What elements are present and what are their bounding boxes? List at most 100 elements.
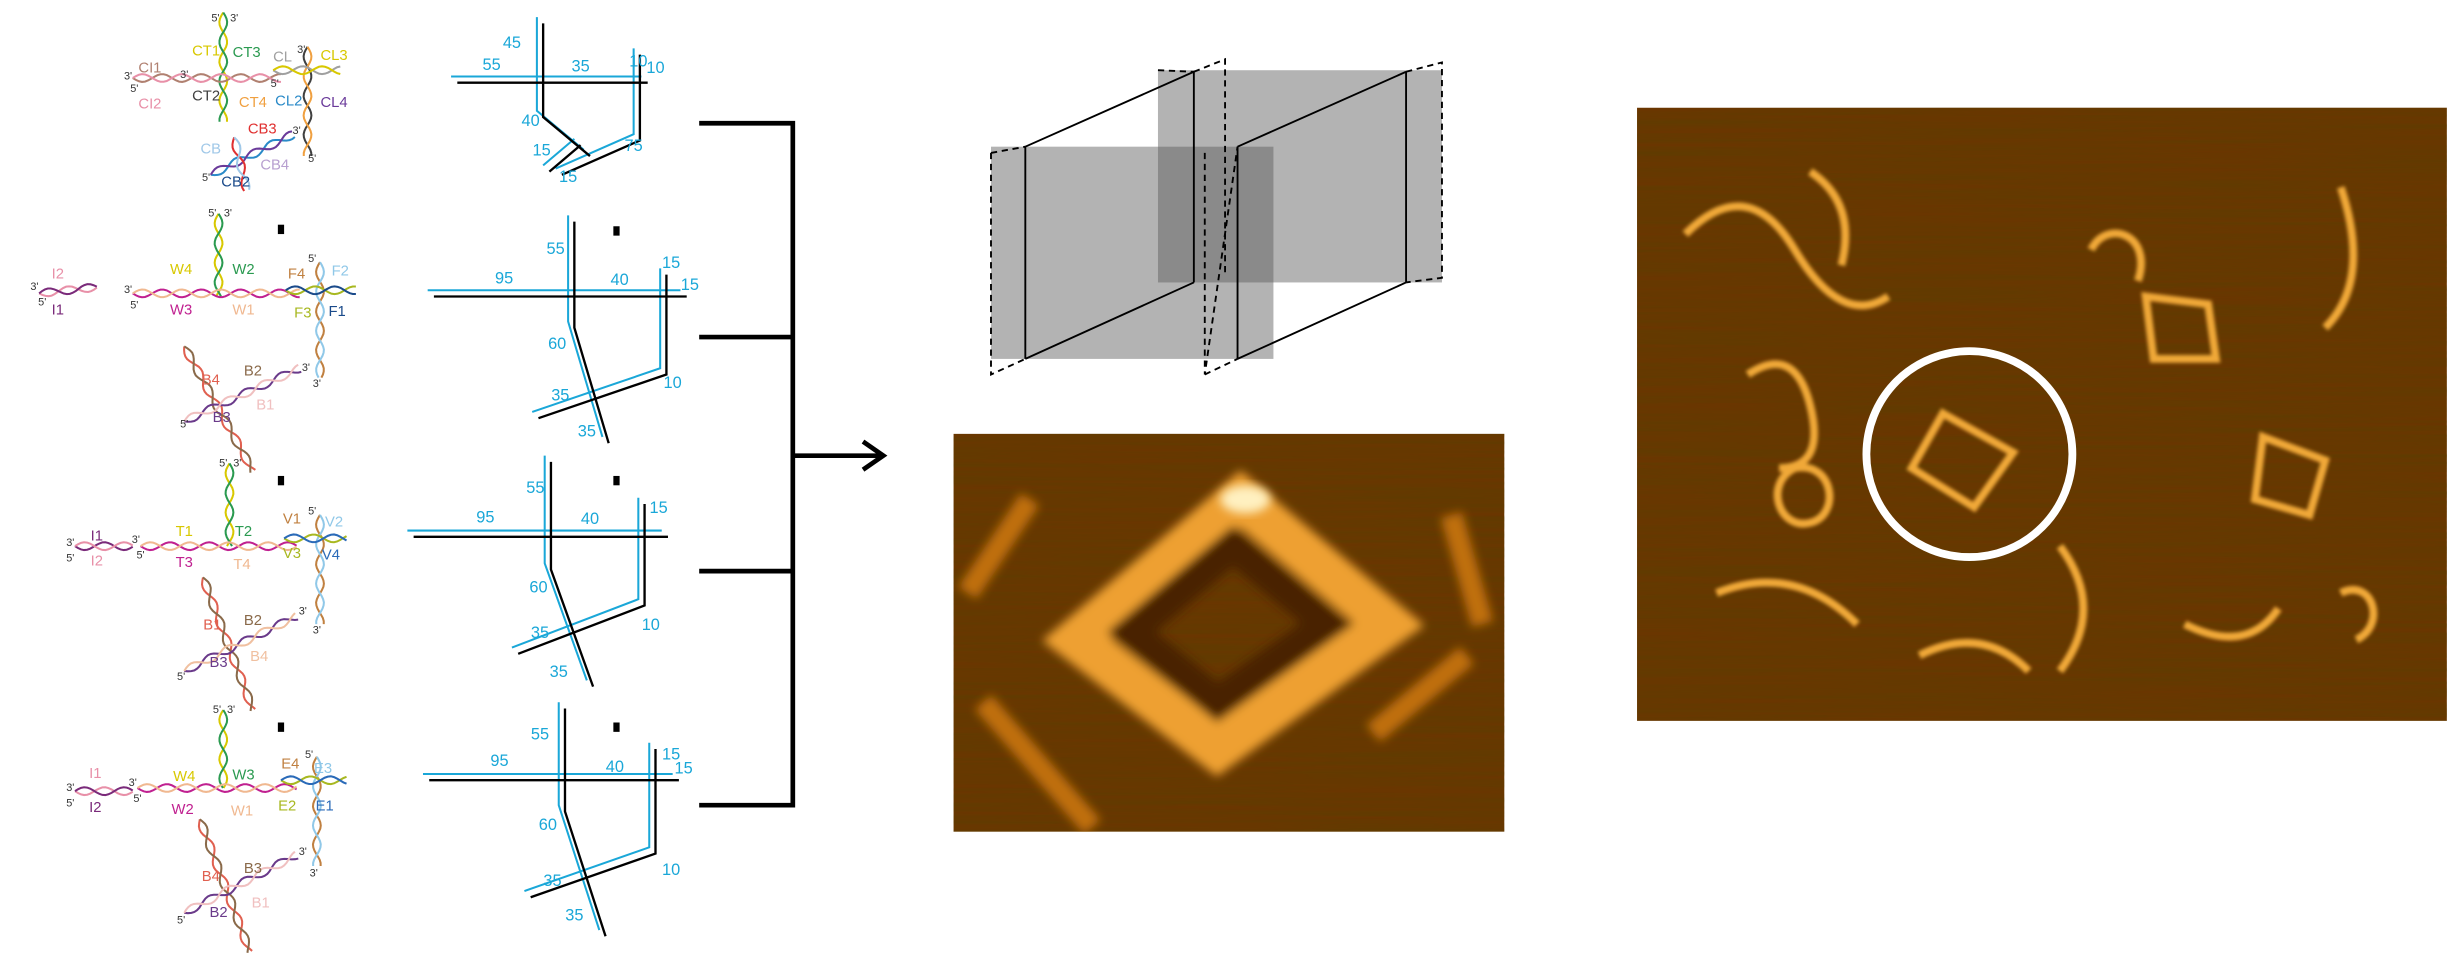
strand-end: 3' (293, 125, 301, 137)
strand-label: CL2 (275, 93, 302, 109)
strand-end: 5' (177, 671, 185, 683)
strand-label: B1 (252, 895, 270, 911)
strand-label: B4 (202, 373, 220, 389)
strand-end: 3' (224, 208, 232, 220)
length-label: 75 (625, 137, 643, 155)
strand-label: F4 (288, 267, 305, 283)
length-label: 35 (543, 872, 561, 890)
schematic (457, 23, 647, 174)
strand-label: I1 (52, 302, 64, 318)
strand-label: T2 (235, 524, 252, 540)
length-label: 55 (531, 725, 549, 743)
strand-end: 5' (202, 172, 210, 184)
strand-label: CI2 (138, 96, 161, 112)
length-label: 45 (503, 34, 521, 52)
strand-end: 3' (180, 69, 188, 81)
strand-end: 3' (313, 378, 321, 390)
strand-label: CT4 (239, 95, 267, 111)
strand-label: F2 (332, 263, 349, 279)
strand-end: 3' (310, 868, 318, 880)
strand-label: I2 (89, 800, 101, 816)
afm-zoom (954, 434, 1505, 832)
length-label: 10 (642, 616, 660, 634)
strand-label: F3 (294, 306, 311, 322)
strand-end: 5' (130, 83, 138, 95)
strand-label: E2 (278, 799, 296, 815)
strand-end: 3' (297, 44, 305, 56)
strand-end: 5' (213, 704, 221, 716)
strand-label: CB (200, 142, 221, 158)
length-label: 10 (662, 861, 680, 879)
length-label: 55 (526, 479, 544, 497)
strand-label: V1 (283, 512, 301, 528)
marker-dot (278, 476, 284, 485)
afm-overview (1637, 108, 2447, 721)
strand-end: 5' (66, 798, 74, 810)
marker-dot (613, 476, 619, 485)
strand-end: 5' (219, 457, 227, 469)
strand-end: 3' (230, 13, 238, 25)
strand-label: CB3 (248, 121, 277, 137)
strand-end: 5' (38, 297, 46, 309)
length-label: 55 (547, 240, 565, 258)
length-label: 15 (532, 142, 550, 160)
strand-label: CT3 (233, 45, 261, 61)
strand-label: B2 (244, 613, 262, 629)
strand-label: I1 (91, 529, 103, 545)
strand-label: W1 (231, 803, 253, 819)
strand-end: 3' (302, 362, 310, 374)
length-label: 40 (610, 271, 628, 289)
marker-dot (613, 226, 619, 235)
strand-label: F1 (329, 304, 346, 320)
strand-label: V2 (325, 515, 343, 531)
bracket (699, 123, 883, 805)
marker-dot (278, 722, 284, 731)
length-label: 40 (581, 510, 599, 528)
strand-label: I2 (91, 554, 103, 570)
box-model (991, 59, 1442, 374)
strand-label: V3 (283, 546, 301, 562)
strand-label: W3 (170, 302, 192, 318)
strand-end: 5' (136, 549, 144, 561)
strand-label: E3 (314, 761, 332, 777)
strand-end: 3' (313, 624, 321, 636)
strand-label: W2 (232, 262, 254, 278)
strand-end: 3' (299, 606, 307, 618)
strand-end: 3' (66, 782, 74, 794)
length-label: 35 (550, 663, 568, 681)
strand-label: B4 (202, 869, 220, 885)
helix (75, 787, 133, 795)
strand-label: W2 (172, 802, 194, 818)
strand-label: V4 (322, 547, 340, 563)
length-label: 35 (551, 387, 569, 405)
strand-label: E1 (316, 799, 334, 815)
strand-end: 5' (211, 13, 219, 25)
strand-label: B4 (250, 649, 268, 665)
strand-label: CT1 (192, 43, 220, 59)
strand-label: W3 (232, 767, 254, 783)
length-label: 15 (681, 276, 699, 294)
strand-end: 3' (132, 534, 140, 546)
strand-end: 3' (124, 284, 132, 296)
strand-end: 3' (233, 457, 241, 469)
strand-label: CL (273, 50, 292, 66)
length-label: 10 (629, 53, 647, 71)
strand-label: B2 (210, 905, 228, 921)
length-label: 95 (490, 752, 508, 770)
strand-label: CI1 (138, 61, 161, 77)
length-label: 95 (476, 508, 494, 526)
marker-dot (613, 722, 619, 731)
strand-label: CB4 (260, 157, 289, 173)
length-label: 35 (565, 906, 583, 924)
length-label: 10 (664, 374, 682, 392)
strand-label: B3 (244, 861, 262, 877)
length-label: 15 (650, 499, 668, 517)
helix (75, 787, 133, 795)
strand-end: 5' (130, 300, 138, 312)
strand-end: 3' (124, 70, 132, 82)
strand-end: 3' (129, 777, 137, 789)
length-label: 60 (529, 579, 547, 597)
strand-end: 5' (308, 153, 316, 165)
strand-label: T1 (176, 524, 193, 540)
strand-label: CB2 (221, 174, 250, 190)
